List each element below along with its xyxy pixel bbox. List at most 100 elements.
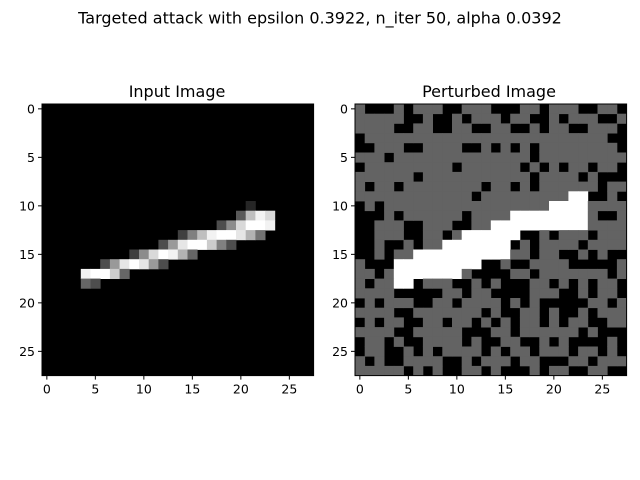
pixel-cell [452,259,463,270]
pixel-cell [393,142,404,153]
pixel-cell [500,230,511,241]
y-tick-label: 0 [340,101,348,116]
pixel-cell [578,162,589,173]
pixel-cell [461,133,472,144]
pixel-cell [384,191,395,202]
pixel-cell [597,298,608,309]
pixel-cell [549,142,560,153]
pixel-cell [403,239,414,250]
pixel-cell [519,346,530,357]
pixel-cell [539,152,550,163]
pixel-cell [539,230,550,241]
pixel-cell [413,249,424,260]
pixel-cell [364,171,375,182]
pixel-cell [471,307,482,318]
pixel-cell [549,162,560,173]
pixel-cell [607,220,618,231]
pixel-cell [374,278,385,289]
pixel-cell [529,288,540,299]
x-tick-label: 25 [594,382,610,397]
pixel-cell [442,142,453,153]
pixel-cell [432,317,443,328]
pixel-cell [100,268,111,279]
pixel-cell [442,220,453,231]
x-tick-label: 15 [184,382,200,397]
input-image-title: Input Image [129,82,226,101]
pixel-cell [510,133,521,144]
pixel-cell [519,142,530,153]
pixel-cell [245,230,256,241]
pixel-cell [539,278,550,289]
pixel-cell [558,104,569,115]
pixel-cell [549,171,560,182]
pixel-cell [374,327,385,338]
pixel-cell [393,249,404,260]
pixel-cell [442,298,453,309]
pixel-cell [510,230,521,241]
pixel-cell [422,268,433,279]
pixel-cell [413,133,424,144]
pixel-cell [403,162,414,173]
pixel-cell [500,162,511,173]
pixel-cell [384,210,395,221]
pixel-cell [471,152,482,163]
pixel-cell [529,220,540,231]
pixel-cell [471,278,482,289]
pixel-cell [403,152,414,163]
pixel-cell [568,317,579,328]
pixel-cell [519,268,530,279]
pixel-cell [500,201,511,212]
pixel-cell [422,191,433,202]
pixel-cell [384,278,395,289]
pixel-cell [597,307,608,318]
pixel-cell [616,356,627,367]
pixel-cell [422,356,433,367]
pixel-cell [374,142,385,153]
pixel-cell [245,201,256,212]
pixel-cell [568,133,579,144]
pixel-cell [393,336,404,347]
pixel-cell [413,104,424,115]
pixel-cell [539,259,550,270]
input-image-panel: Input Image 0 5 10 15 20 25 0 5 10 15 20 25 [19,82,315,397]
pixel-cell [452,327,463,338]
pixel-cell [452,249,463,260]
pixel-cell [510,336,521,347]
pixel-cell [587,327,598,338]
pixel-cell [393,365,404,376]
pixel-cell [393,133,404,144]
pixel-cell [568,191,579,202]
pixel-cell [80,268,91,279]
pixel-cell [245,210,256,221]
pixel-cell [568,142,579,153]
pixel-cell [422,113,433,124]
pixel-cell [558,210,569,221]
pixel-cell [90,278,101,289]
x-tick-label: 10 [449,382,465,397]
pixel-cell [481,201,492,212]
pixel-cell [255,210,266,221]
pixel-cell [384,171,395,182]
y-tick-label: 15 [332,247,348,262]
pixel-cell [355,356,366,367]
pixel-cell [461,123,472,134]
pixel-cell [519,201,530,212]
pixel-cell [558,346,569,357]
pixel-cell [158,239,169,250]
pixel-cell [452,317,463,328]
pixel-cell [490,298,501,309]
pixel-cell [452,336,463,347]
pixel-cell [471,336,482,347]
pixel-cell [432,201,443,212]
pixel-cell [177,230,188,241]
pixel-cell [471,133,482,144]
pixel-cell [461,259,472,270]
pixel-cell [461,181,472,192]
pixel-cell [597,133,608,144]
pixel-cell [226,220,237,231]
pixel-cell [374,171,385,182]
pixel-cell [216,230,227,241]
pixel-cell [384,317,395,328]
pixel-cell [245,220,256,231]
pixel-cell [587,142,598,153]
